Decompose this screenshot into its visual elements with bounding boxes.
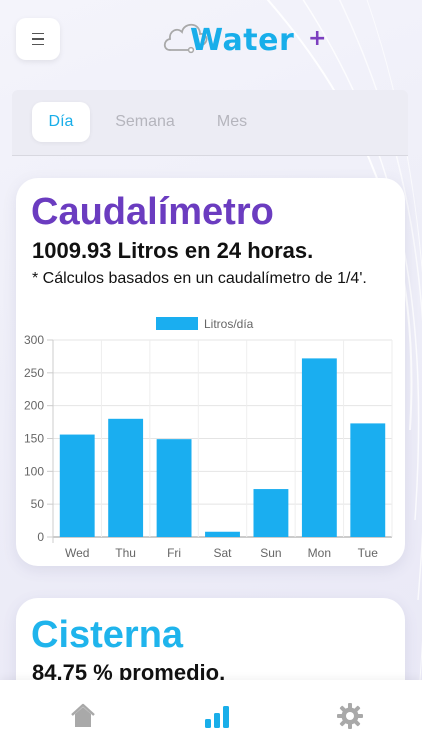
legend-label: Litros/día — [204, 317, 254, 331]
x-tick-label: Tue — [358, 546, 379, 560]
logo-plus: + — [308, 26, 327, 51]
bar-mon — [301, 358, 337, 537]
x-tick-label: Fri — [167, 546, 181, 560]
bar-sat — [205, 531, 240, 537]
app-logo: Water + — [162, 14, 332, 62]
x-tick-label: Mon — [308, 546, 331, 560]
bar-thu — [108, 418, 144, 537]
bar-fri — [156, 439, 192, 537]
x-tick-label: Sat — [213, 546, 232, 560]
y-tick-label: 150 — [24, 432, 44, 446]
y-tick-label: 50 — [31, 497, 45, 511]
y-tick-label: 200 — [24, 399, 44, 413]
bar-sun — [253, 489, 289, 537]
y-tick-label: 250 — [24, 366, 44, 380]
bar-tue — [350, 423, 386, 537]
flow-card-note: * Cálculos basados en un caudalímetro de… — [32, 270, 367, 287]
daily-liters-chart: Litros/día 0 50 100 150 200 250 300 Wed Thu Fri Sat… — [24, 317, 393, 560]
x-tick-label: Wed — [65, 546, 89, 560]
gear-icon[interactable] — [336, 702, 364, 730]
flow-meter-card: Caudalímetro 1009.93 Litros en 24 horas.… — [16, 178, 405, 566]
tab-semana[interactable]: Semana — [115, 113, 175, 130]
tab-mes[interactable]: Mes — [216, 113, 248, 130]
flow-card-title: Caudalímetro — [31, 191, 274, 233]
y-tick-label: 0 — [37, 530, 44, 544]
home-icon[interactable] — [69, 702, 97, 730]
period-tabs: Día Semana Mes — [12, 90, 408, 156]
chart-icon[interactable] — [203, 702, 231, 730]
hamburger-icon — [32, 31, 44, 48]
logo-text: Water — [190, 23, 295, 58]
tank-card-title: Cisterna — [31, 614, 184, 656]
tab-dia[interactable]: Día — [32, 102, 90, 142]
cloud-icon — [163, 23, 208, 54]
bottom-navigation — [0, 680, 422, 750]
menu-button[interactable] — [16, 18, 60, 60]
y-tick-label: 300 — [24, 333, 44, 347]
bar-wed — [59, 434, 95, 537]
x-tick-label: Thu — [115, 546, 136, 560]
y-tick-label: 100 — [24, 464, 44, 478]
flow-card-summary: 1009.93 Litros en 24 horas. — [32, 238, 314, 263]
legend-swatch — [156, 317, 198, 330]
x-tick-label: Sun — [260, 546, 281, 560]
